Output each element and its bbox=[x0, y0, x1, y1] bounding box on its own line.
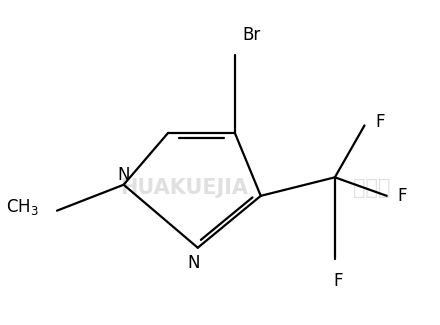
Text: F: F bbox=[376, 113, 385, 131]
Text: HUAKUEJIA: HUAKUEJIA bbox=[120, 178, 248, 199]
Text: 化学加: 化学加 bbox=[353, 178, 391, 199]
Text: N: N bbox=[188, 254, 200, 272]
Text: CH$_3$: CH$_3$ bbox=[6, 197, 38, 217]
Text: F: F bbox=[398, 187, 407, 205]
Text: F: F bbox=[334, 272, 343, 290]
Text: Br: Br bbox=[242, 26, 260, 44]
Text: N: N bbox=[117, 166, 130, 184]
